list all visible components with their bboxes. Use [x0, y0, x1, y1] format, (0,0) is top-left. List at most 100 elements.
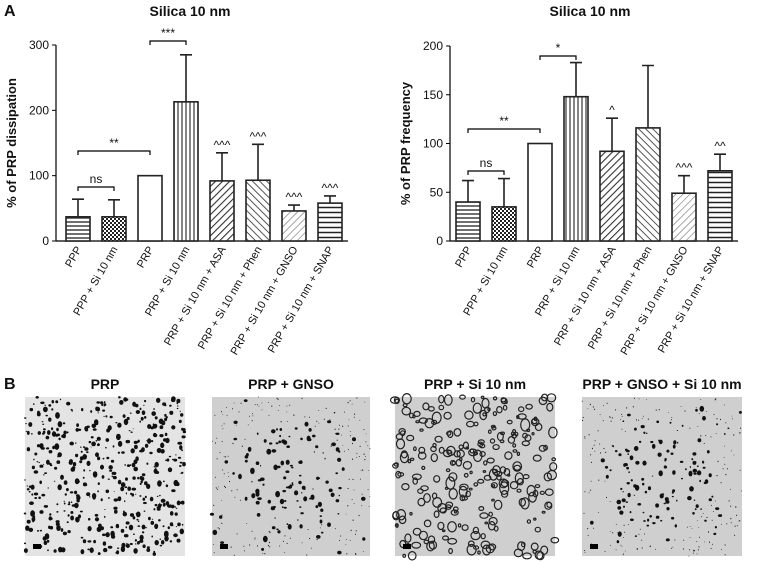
particle	[51, 427, 54, 431]
particle	[289, 464, 293, 467]
particle	[86, 460, 91, 466]
particle	[430, 453, 438, 463]
particle	[324, 457, 326, 460]
micrograph-title: PRP + GNSO + Si 10 nm	[582, 376, 741, 392]
particle	[642, 482, 645, 486]
particle	[130, 492, 133, 495]
particle	[526, 519, 532, 524]
particle	[442, 449, 453, 458]
particle	[137, 520, 140, 523]
particle	[134, 444, 138, 450]
particle	[102, 409, 106, 412]
particle	[26, 488, 30, 491]
particle	[232, 442, 234, 445]
particle	[459, 394, 466, 400]
particle	[594, 408, 596, 411]
particle	[513, 548, 524, 558]
particle	[39, 480, 42, 485]
particle	[647, 486, 652, 491]
error-bar	[252, 143, 264, 181]
particle	[499, 466, 507, 474]
particle	[740, 490, 742, 492]
particle	[276, 428, 278, 431]
particle	[531, 418, 538, 425]
particle	[621, 428, 623, 430]
particle	[599, 443, 601, 445]
particle	[733, 434, 735, 436]
particle	[588, 434, 590, 436]
particle	[159, 434, 164, 438]
particle	[740, 427, 742, 429]
particle	[70, 515, 74, 521]
particle	[609, 531, 611, 532]
particle	[63, 480, 68, 485]
particle	[171, 425, 176, 430]
particle	[488, 516, 498, 526]
particle	[40, 447, 45, 450]
particle	[97, 482, 100, 485]
particle	[516, 415, 520, 420]
particle	[129, 464, 132, 467]
particle	[484, 521, 489, 525]
particle	[711, 495, 714, 498]
particle	[42, 464, 45, 466]
particle	[144, 495, 147, 499]
significance-label: ns	[480, 156, 493, 170]
particle	[312, 488, 314, 490]
particle	[62, 531, 67, 536]
particle	[34, 452, 38, 456]
particle	[513, 464, 522, 471]
particle	[32, 520, 35, 523]
particle	[705, 435, 707, 437]
particle	[499, 481, 510, 495]
particle	[655, 515, 660, 519]
particle	[738, 411, 742, 414]
particle	[116, 547, 120, 549]
particle	[212, 529, 218, 536]
particle	[708, 498, 712, 502]
particle	[393, 462, 399, 467]
particle	[222, 428, 224, 430]
particle	[629, 455, 634, 461]
particle	[352, 519, 354, 521]
particle	[367, 445, 369, 447]
particle	[156, 506, 161, 509]
particle	[685, 468, 687, 471]
particle	[121, 451, 125, 454]
particle	[300, 437, 303, 441]
particle	[303, 496, 308, 502]
particle	[283, 506, 287, 509]
particle	[532, 489, 539, 498]
particle	[179, 410, 181, 412]
particle	[168, 455, 172, 458]
particle	[35, 493, 39, 495]
particle	[244, 459, 248, 463]
particle	[590, 489, 592, 491]
particle	[664, 497, 669, 502]
particle	[623, 505, 625, 508]
particle	[482, 412, 487, 417]
particle	[120, 482, 126, 488]
particle	[666, 449, 670, 453]
particle	[315, 505, 319, 509]
particle	[540, 545, 549, 555]
particle	[95, 440, 98, 442]
particle	[689, 486, 694, 492]
particle	[646, 399, 648, 400]
particle	[300, 512, 304, 515]
particle	[174, 512, 178, 516]
particle	[356, 457, 358, 458]
particle	[90, 410, 93, 413]
micrograph-title: PRP	[91, 376, 120, 392]
particle	[334, 528, 336, 530]
particle	[33, 403, 35, 405]
particle	[103, 515, 106, 518]
particle	[432, 497, 443, 508]
significance-label: ^^	[714, 139, 726, 153]
particle	[590, 520, 594, 525]
particle	[329, 419, 331, 421]
particle	[289, 404, 291, 406]
particle	[276, 397, 278, 400]
particle	[700, 399, 702, 400]
particle	[139, 539, 144, 543]
